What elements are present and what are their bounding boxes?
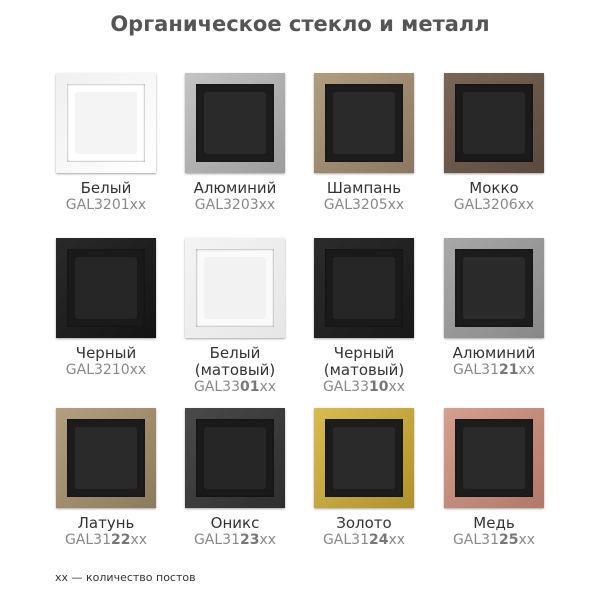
product-item: Мокко GAL3206xx	[429, 73, 559, 214]
product-item: Черный GAL3210xx	[41, 238, 171, 379]
frame-swatch	[56, 238, 156, 338]
product-name: Оникс	[210, 514, 260, 532]
frame-swatch	[444, 238, 544, 338]
product-code: GAL3205xx	[323, 197, 405, 213]
product-item: Алюминий GAL3203xx	[170, 73, 300, 214]
product-item: Медь GAL3125xx	[429, 408, 559, 549]
footnote: xx — количество постов	[55, 571, 196, 584]
product-name: Латунь	[77, 514, 135, 532]
product-code: GAL3122xx	[64, 532, 148, 548]
product-code: GAL3206xx	[453, 197, 535, 213]
product-name: Шампань	[326, 179, 402, 197]
product-code: GAL3310xx	[322, 379, 406, 395]
product-name: Алюминий	[193, 179, 277, 197]
product-name: Белый (матовый)	[194, 344, 276, 379]
product-item: Латунь GAL3122xx	[41, 408, 171, 549]
frame-swatch	[444, 408, 544, 508]
product-item: Белый GAL3201xx	[41, 73, 171, 214]
product-name: Алюминий	[452, 344, 536, 362]
frame-swatch	[314, 408, 414, 508]
frame-swatch	[185, 408, 285, 508]
frame-swatch	[185, 238, 285, 338]
product-code: GAL3201xx	[65, 197, 147, 213]
product-code: GAL3124xx	[322, 532, 406, 548]
product-name: Медь	[473, 514, 515, 532]
frame-swatch	[314, 73, 414, 173]
product-item: Алюминий GAL3121xx	[429, 238, 559, 379]
product-item: Белый (матовый) GAL3301xx	[170, 238, 300, 396]
product-code: GAL3301xx	[193, 379, 277, 395]
product-name: Белый	[80, 179, 132, 197]
product-code: GAL3203xx	[194, 197, 276, 213]
frame-swatch	[185, 73, 285, 173]
frame-swatch	[56, 73, 156, 173]
product-code: GAL3123xx	[193, 532, 277, 548]
frame-swatch	[56, 408, 156, 508]
product-item: Оникс GAL3123xx	[170, 408, 300, 549]
product-name: Мокко	[469, 179, 519, 197]
product-item: Черный (матовый) GAL3310xx	[299, 238, 429, 396]
product-code: GAL3125xx	[452, 532, 536, 548]
product-code: GAL3121xx	[452, 362, 536, 378]
product-name: Черный	[75, 344, 137, 362]
frame-swatch	[444, 73, 544, 173]
product-name: Золото	[336, 514, 392, 532]
page-title: Органическое стекло и металл	[110, 12, 490, 36]
product-code: GAL3210xx	[65, 362, 147, 378]
product-item: Шампань GAL3205xx	[299, 73, 429, 214]
product-name: Черный (матовый)	[323, 344, 405, 379]
product-item: Золото GAL3124xx	[299, 408, 429, 549]
frame-swatch	[314, 238, 414, 338]
